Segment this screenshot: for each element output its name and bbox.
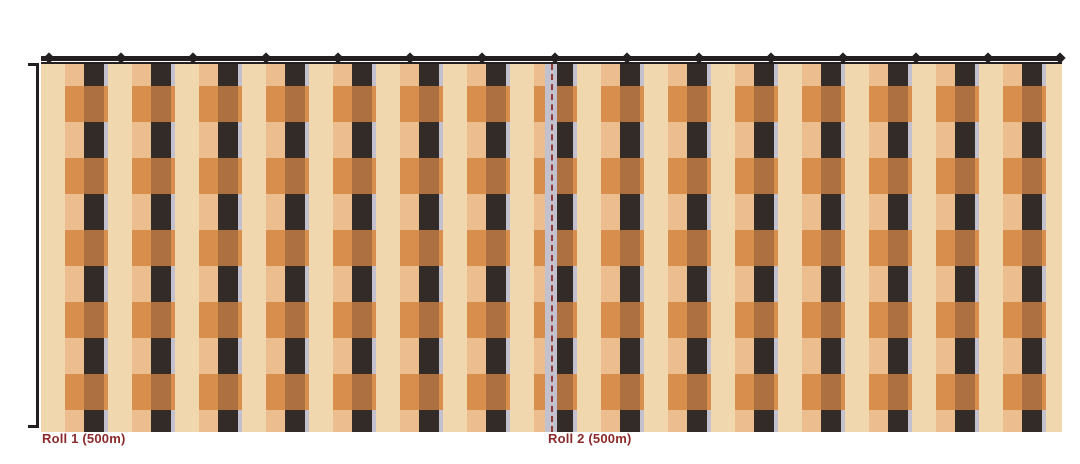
roll2-label: Roll 2 (500m) [548,431,632,446]
weave-pattern [41,62,1062,432]
top-ruler [41,52,1066,64]
left-extent-line [28,63,39,428]
roll1-label: Roll 1 (500m) [42,431,126,446]
roll-junction-dashed-line [551,64,553,432]
extent-top-tick [28,63,39,66]
extent-bottom-tick [28,425,39,428]
